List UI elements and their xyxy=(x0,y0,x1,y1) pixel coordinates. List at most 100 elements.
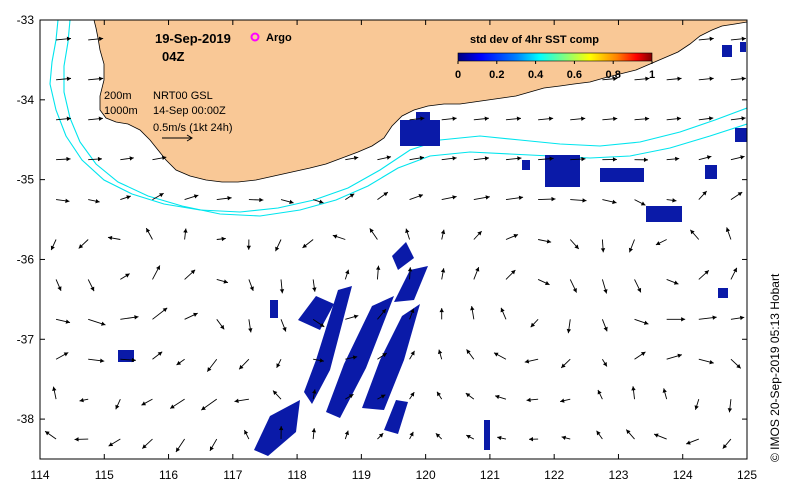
current-arrow xyxy=(631,386,636,400)
current-arrow xyxy=(79,397,89,403)
current-arrow xyxy=(56,116,71,121)
current-arrow xyxy=(344,430,349,440)
current-arrow xyxy=(439,308,444,320)
current-arrow xyxy=(435,432,443,440)
current-arrow xyxy=(698,155,712,161)
current-arrow xyxy=(634,76,650,81)
current-arrow xyxy=(597,389,603,400)
current-arrow xyxy=(465,392,475,400)
current-arrow xyxy=(407,267,413,280)
current-arrow xyxy=(201,398,218,411)
colorbar-tick-label: 0.4 xyxy=(528,69,544,81)
current-arrow xyxy=(377,155,392,161)
credit-text: © IMOS 20-Sep-2019 05:13 Hobart xyxy=(768,273,782,462)
current-arrow xyxy=(473,266,480,280)
current-arrow xyxy=(234,398,249,403)
current-arrow xyxy=(409,431,414,440)
current-arrow xyxy=(730,76,746,81)
current-arrow xyxy=(730,116,746,121)
current-arrow xyxy=(628,239,635,253)
current-arrow xyxy=(602,116,618,122)
x-tick-label: 122 xyxy=(544,468,564,482)
current-arrow xyxy=(505,269,516,280)
current-arrow xyxy=(473,195,490,201)
current-arrow xyxy=(666,317,686,322)
current-arrow xyxy=(440,229,446,240)
current-arrow xyxy=(493,352,507,360)
current-arrow xyxy=(209,438,218,452)
current-arrow xyxy=(345,355,358,360)
current-arrow xyxy=(248,197,264,203)
current-arrow xyxy=(653,433,667,440)
contour-200m xyxy=(49,20,747,213)
current-arrow xyxy=(52,386,57,400)
current-arrow xyxy=(56,36,72,42)
colorbar-tick-label: 1 xyxy=(649,69,655,81)
current-arrow xyxy=(722,438,732,449)
current-arrow xyxy=(497,435,507,441)
current-arrow xyxy=(466,434,475,440)
current-arrow xyxy=(494,394,507,400)
current-arrow xyxy=(666,76,682,81)
current-arrow xyxy=(569,279,577,293)
argo-label: Argo xyxy=(266,32,292,44)
current-arrow xyxy=(345,193,355,200)
current-arrow xyxy=(634,279,642,293)
x-tick-label: 117 xyxy=(223,468,242,482)
current-arrow xyxy=(302,239,314,249)
y-tick-label: -33 xyxy=(17,13,35,27)
current-arrow xyxy=(248,279,254,292)
current-arrow xyxy=(145,227,153,240)
current-arrow xyxy=(601,279,608,294)
current-arrow xyxy=(55,352,69,360)
current-arrow xyxy=(473,230,482,240)
current-arrow xyxy=(625,429,635,440)
y-tick-label: -37 xyxy=(17,332,35,346)
colorbar-ramp xyxy=(457,52,653,62)
current-arrow xyxy=(602,358,608,367)
current-arrow xyxy=(666,156,680,162)
current-arrow xyxy=(560,398,571,403)
current-arrow xyxy=(279,279,285,294)
current-arrow xyxy=(377,308,387,320)
current-arrow xyxy=(634,157,648,163)
current-arrow xyxy=(152,265,161,280)
current-arrow xyxy=(730,358,742,369)
current-arrow xyxy=(56,156,71,162)
current-arrow xyxy=(537,279,550,286)
current-arrow xyxy=(55,279,62,292)
y-tick-label: -36 xyxy=(17,252,35,266)
current-arrow xyxy=(344,269,350,280)
current-arrow xyxy=(666,278,679,285)
x-tick-label: 123 xyxy=(608,468,628,482)
current-arrow xyxy=(345,314,359,320)
current-arrow xyxy=(570,116,586,121)
current-arrow xyxy=(312,318,325,328)
current-arrow xyxy=(409,116,425,121)
current-arrow xyxy=(345,155,359,161)
x-tick-label: 115 xyxy=(95,468,114,482)
current-arrow xyxy=(698,190,707,200)
current-arrow xyxy=(694,399,700,410)
current-arrow xyxy=(88,36,104,42)
x-tick-label: 116 xyxy=(159,468,178,482)
current-arrow xyxy=(569,239,580,250)
current-arrow xyxy=(698,116,714,121)
current-arrow xyxy=(466,349,475,360)
current-arrow xyxy=(505,234,519,240)
current-arrow xyxy=(88,116,103,121)
current-arrow xyxy=(602,76,618,81)
current-arrow xyxy=(730,191,743,200)
current-arrow xyxy=(538,156,554,161)
x-tick-label: 120 xyxy=(416,468,436,482)
current-arrow xyxy=(698,269,710,280)
current-arrow xyxy=(596,430,603,440)
current-arrow xyxy=(655,239,667,246)
current-arrow xyxy=(184,312,198,320)
current-arrow xyxy=(278,426,284,440)
current-arrow xyxy=(238,358,250,370)
current-arrow xyxy=(375,265,381,280)
current-arrow xyxy=(500,307,507,320)
current-arrow xyxy=(409,391,415,400)
